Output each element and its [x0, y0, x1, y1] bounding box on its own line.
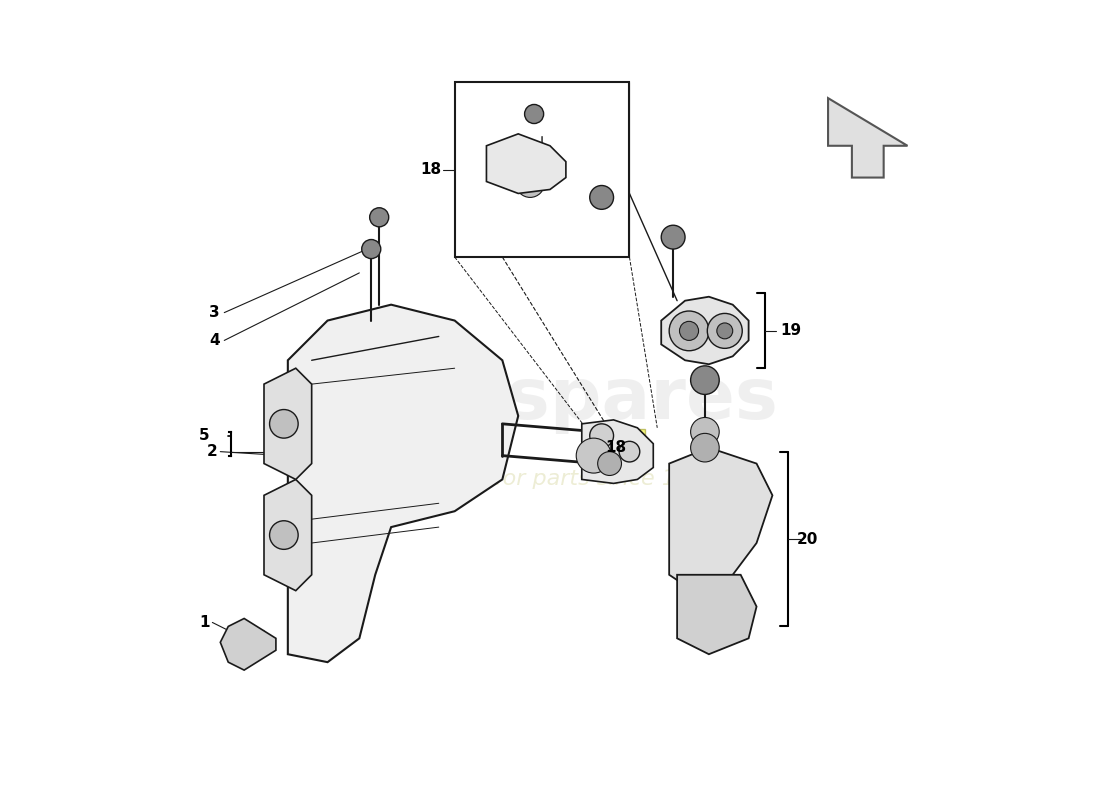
Polygon shape [288, 305, 518, 662]
Polygon shape [661, 297, 749, 364]
Polygon shape [264, 479, 311, 590]
Text: 18: 18 [420, 162, 441, 177]
Bar [454, 82, 629, 257]
Circle shape [370, 208, 388, 227]
Polygon shape [486, 134, 565, 194]
Text: 1: 1 [199, 615, 210, 630]
Text: 3: 3 [209, 305, 220, 320]
Polygon shape [582, 420, 653, 483]
Circle shape [525, 105, 543, 123]
Bar [586, 430, 646, 473]
Polygon shape [220, 618, 276, 670]
Text: 5: 5 [199, 428, 210, 443]
Polygon shape [678, 574, 757, 654]
Circle shape [590, 186, 614, 210]
Circle shape [531, 159, 552, 180]
Circle shape [503, 150, 526, 174]
Circle shape [691, 366, 719, 394]
Polygon shape [264, 368, 311, 479]
Circle shape [619, 442, 640, 462]
Circle shape [717, 323, 733, 339]
Text: a passion for parts since 1985: a passion for parts since 1985 [382, 470, 718, 490]
Text: 19: 19 [780, 323, 802, 338]
Text: 4: 4 [209, 333, 220, 348]
Circle shape [270, 410, 298, 438]
Circle shape [691, 418, 719, 446]
Text: 2: 2 [207, 444, 218, 459]
Polygon shape [828, 98, 907, 178]
Text: eurospares: eurospares [321, 366, 779, 434]
Circle shape [669, 311, 708, 350]
Text: 18: 18 [605, 440, 626, 455]
Polygon shape [669, 448, 772, 590]
Circle shape [491, 154, 522, 186]
Circle shape [597, 452, 622, 475]
Circle shape [680, 322, 698, 341]
Circle shape [661, 226, 685, 249]
Circle shape [590, 424, 614, 448]
Circle shape [362, 239, 381, 258]
Circle shape [691, 434, 719, 462]
Circle shape [707, 314, 743, 348]
Circle shape [270, 521, 298, 550]
Circle shape [576, 438, 612, 473]
Circle shape [516, 169, 544, 198]
Text: 20: 20 [796, 531, 817, 546]
